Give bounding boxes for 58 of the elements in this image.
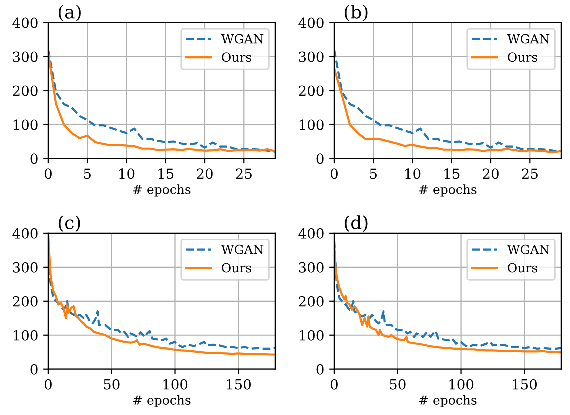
x-tick-label: 20 (197, 168, 213, 180)
chart-title: (a) (58, 4, 81, 22)
y-tick-label: 300 (299, 262, 324, 273)
line-series (334, 68, 562, 154)
x-tick-label: 5 (84, 168, 91, 180)
line-series (334, 48, 562, 152)
y-tick-label: 400 (298, 18, 324, 28)
x-tick-label: 10 (406, 168, 421, 180)
x-tick-label: 25 (236, 168, 252, 180)
chart-title: (b) (344, 4, 368, 22)
legend-label: WGAN (507, 244, 550, 254)
x-tick-label: 50 (104, 379, 120, 390)
y-tick-label: 200 (299, 296, 324, 307)
y-tick-label: 100 (14, 120, 38, 130)
x-tick-label: 0 (44, 168, 52, 180)
x-axis-title: # epochs (133, 184, 191, 197)
y-tick-label: 300 (13, 52, 38, 62)
chart-title: (c) (58, 216, 80, 232)
y-tick-label: 300 (299, 52, 324, 62)
legend-label: WGAN (221, 34, 264, 44)
chart-title: (d) (344, 216, 368, 232)
x-tick-label: 10 (120, 168, 135, 180)
y-tick-label: 300 (13, 262, 38, 273)
x-axis-title: # epochs (420, 395, 477, 408)
y-tick-label: 100 (300, 120, 324, 130)
y-tick-label: 0 (30, 154, 38, 164)
legend-label: WGAN (507, 34, 550, 44)
x-tick-label: 150 (227, 379, 251, 390)
x-axis-title: # epochs (420, 184, 477, 197)
y-tick-label: 100 (14, 330, 38, 341)
y-tick-label: 400 (12, 18, 38, 28)
x-tick-label: 150 (513, 379, 538, 390)
x-tick-label: 15 (444, 168, 460, 180)
legend-label: WGAN (221, 244, 264, 254)
y-tick-label: 0 (30, 364, 38, 375)
x-tick-label: 5 (370, 168, 377, 180)
legend-label: Ours (508, 263, 538, 273)
x-tick-label: 0 (330, 379, 338, 390)
x-tick-label: 25 (522, 168, 538, 180)
y-tick-label: 200 (13, 296, 38, 307)
y-tick-label: 100 (300, 330, 324, 341)
legend-label: Ours (222, 263, 252, 273)
y-tick-label: 400 (12, 228, 38, 239)
y-tick-label: 200 (13, 86, 38, 96)
legend-label: Ours (222, 52, 252, 62)
x-axis-title: # epochs (133, 395, 191, 408)
x-tick-label: 20 (483, 168, 499, 180)
y-tick-label: 400 (298, 228, 324, 239)
x-tick-label: 100 (450, 379, 474, 390)
x-tick-label: 100 (164, 379, 188, 390)
y-tick-label: 200 (299, 86, 324, 96)
x-tick-label: 50 (390, 379, 406, 390)
x-tick-label: 0 (330, 168, 338, 180)
x-tick-label: 0 (44, 379, 52, 390)
x-tick-label: 15 (158, 168, 174, 180)
legend-label: Ours (508, 52, 538, 62)
y-tick-label: 0 (316, 154, 324, 164)
y-tick-label: 0 (316, 364, 324, 375)
